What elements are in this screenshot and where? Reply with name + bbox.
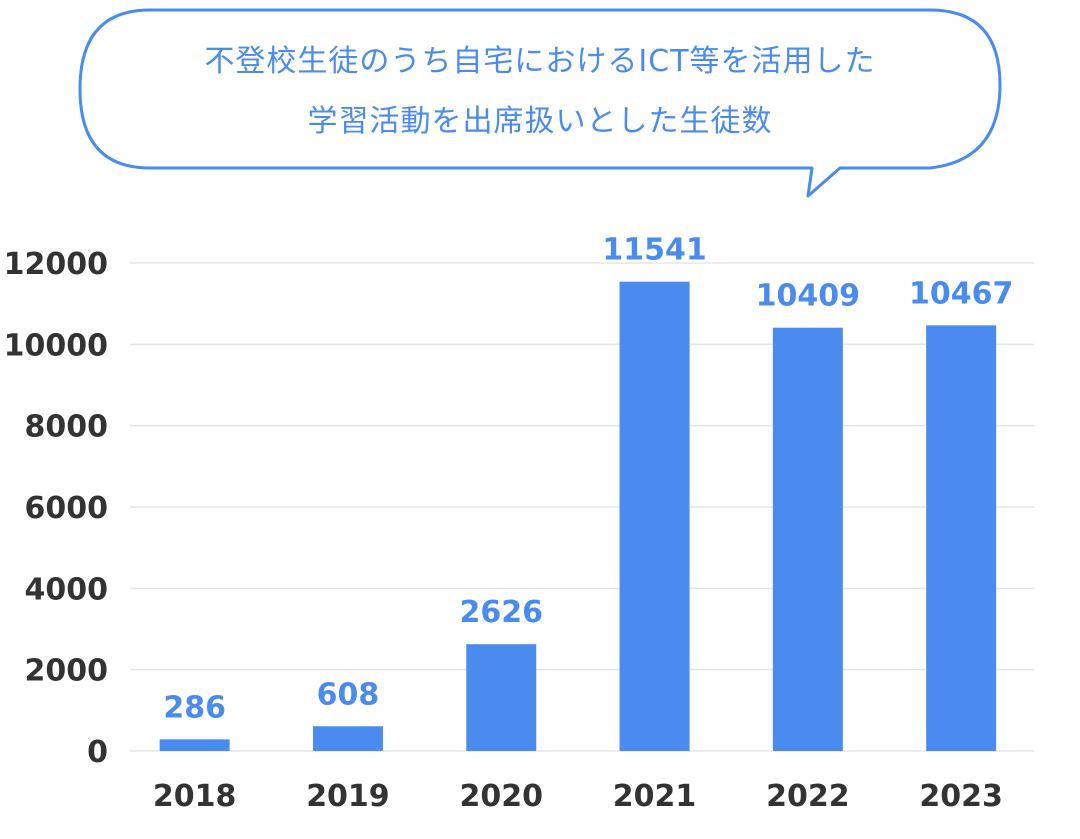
data-label: 11541 [602,233,706,268]
chart-title-line-2: 学習活動を出席扱いとした生徒数 [307,104,773,139]
x-tick-label: 2018 [153,779,237,814]
y-tick-label: 8000 [25,410,109,445]
y-tick-label: 6000 [25,491,109,526]
data-label: 10467 [909,276,1013,311]
y-tick-label: 0 [87,735,108,770]
x-tick-label: 2023 [919,779,1003,814]
y-tick-label: 4000 [25,572,109,607]
bar [466,644,537,751]
y-tick-label: 12000 [4,247,108,282]
y-tick-label: 10000 [4,328,108,363]
data-label: 10409 [756,279,860,314]
bar [772,327,843,751]
data-label: 286 [163,690,226,725]
bar [926,325,997,751]
bar [159,739,230,751]
data-label: 608 [317,677,380,712]
bar [312,726,383,751]
chart-title-line-1: 不登校生徒のうち自宅におけるICT等を活用した [204,44,876,79]
data-label: 2626 [460,595,544,630]
y-tick-label: 2000 [25,654,109,689]
x-tick-label: 2022 [766,779,850,814]
title-speech-bubble [78,8,1002,198]
x-tick-label: 2019 [306,779,390,814]
x-tick-label: 2020 [460,779,544,814]
x-tick-label: 2021 [613,779,697,814]
speech-bubble-outline [78,8,1002,198]
bar [619,281,690,751]
